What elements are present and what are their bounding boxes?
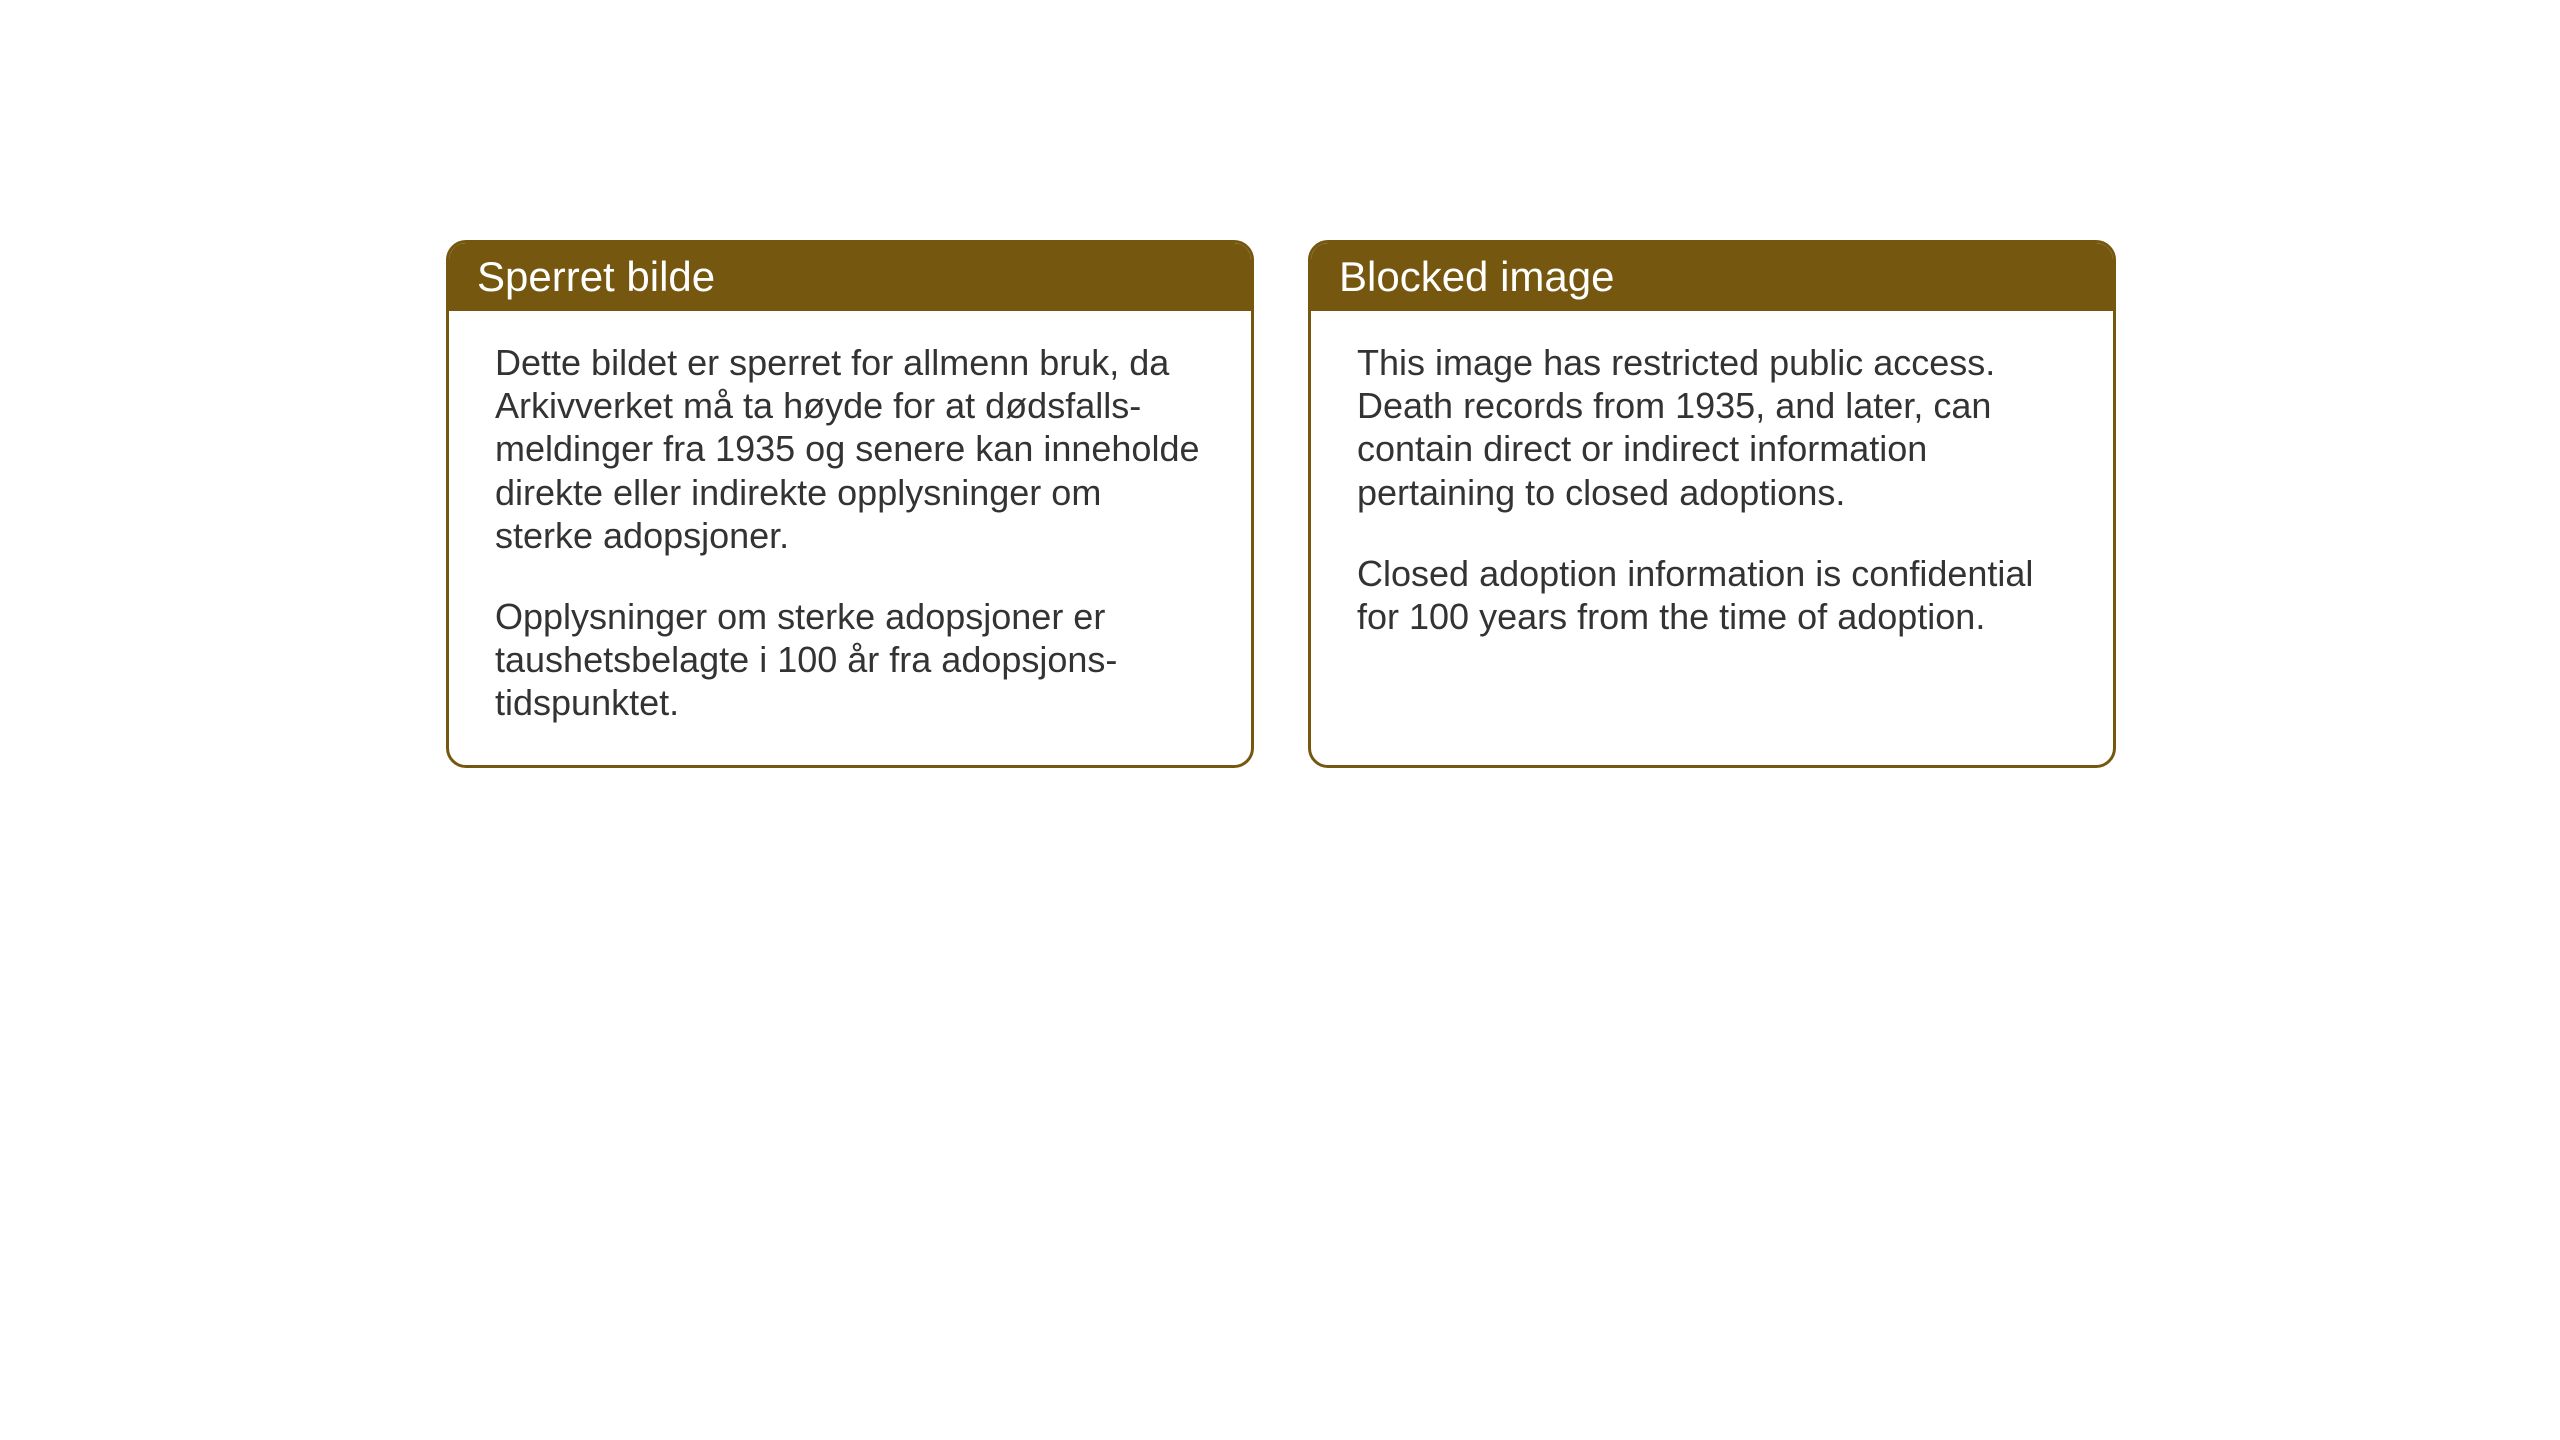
- notice-paragraph-2-norwegian: Opplysninger om sterke adopsjoner er tau…: [495, 595, 1205, 725]
- notice-paragraph-1-english: This image has restricted public access.…: [1357, 341, 2067, 514]
- notice-box-norwegian: Sperret bilde Dette bildet er sperret fo…: [446, 240, 1254, 768]
- notice-box-english: Blocked image This image has restricted …: [1308, 240, 2116, 768]
- notice-container: Sperret bilde Dette bildet er sperret fo…: [446, 240, 2116, 768]
- notice-header-english: Blocked image: [1311, 243, 2113, 311]
- notice-body-norwegian: Dette bildet er sperret for allmenn bruk…: [449, 311, 1251, 765]
- notice-title-norwegian: Sperret bilde: [477, 253, 715, 300]
- notice-paragraph-1-norwegian: Dette bildet er sperret for allmenn bruk…: [495, 341, 1205, 557]
- notice-paragraph-2-english: Closed adoption information is confident…: [1357, 552, 2067, 638]
- notice-body-english: This image has restricted public access.…: [1311, 311, 2113, 751]
- notice-title-english: Blocked image: [1339, 253, 1614, 300]
- notice-header-norwegian: Sperret bilde: [449, 243, 1251, 311]
